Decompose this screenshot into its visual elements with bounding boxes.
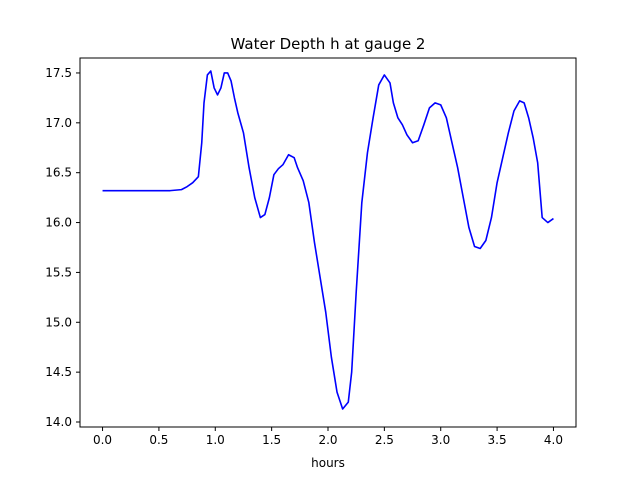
plot-frame	[79, 57, 577, 428]
y-tick-label: 17.0	[45, 116, 72, 130]
x-tick-label: 0.0	[93, 433, 112, 447]
x-tick-label: 4.0	[544, 433, 563, 447]
y-tick-label: 14.0	[45, 415, 72, 429]
y-axis: 14.0 14.5 15.0 15.5 16.0 16.5 17.0 17.5	[45, 66, 80, 429]
x-tick-label: 0.5	[149, 433, 168, 447]
chart-title: Water Depth h at gauge 2	[231, 35, 426, 53]
y-tick-label: 15.0	[45, 315, 72, 329]
x-tick-label: 3.5	[488, 433, 507, 447]
plot-area	[79, 57, 577, 428]
x-tick-label: 1.5	[262, 433, 281, 447]
y-tick-label: 16.0	[45, 216, 72, 230]
x-axis: 0.0 0.5 1.0 1.5 2.0 2.5 3.0 3.5 4.0	[93, 427, 563, 447]
x-tick-label: 2.0	[318, 433, 337, 447]
y-tick-label: 17.5	[45, 66, 72, 80]
x-tick-label: 3.0	[431, 433, 450, 447]
y-tick-label: 14.5	[45, 365, 72, 379]
y-tick-label: 16.5	[45, 166, 72, 180]
series-line-0	[102, 70, 554, 410]
x-tick-label: 1.0	[206, 433, 225, 447]
y-tick-label: 15.5	[45, 265, 72, 279]
x-tick-label: 2.5	[375, 433, 394, 447]
x-axis-label: hours	[311, 456, 345, 470]
